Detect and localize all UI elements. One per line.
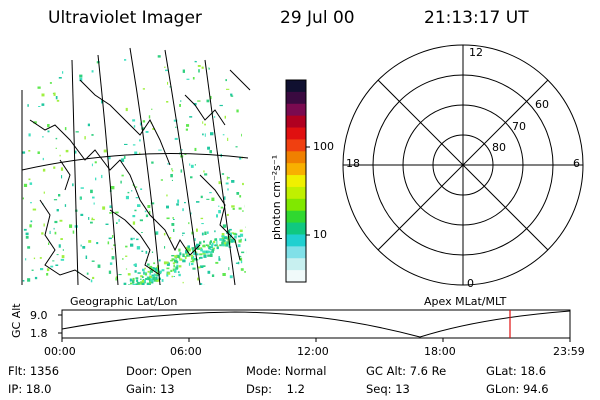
info-door: Door: Open <box>126 364 192 378</box>
polar-lat-60: 60 <box>535 98 549 111</box>
alt-ylabel: GC Alt <box>10 303 23 338</box>
alt-xtick-1800: 18:00 <box>424 345 456 358</box>
apex-label: Apex MLat/MLT <box>424 295 507 308</box>
alt-ytick-9: 9.0 <box>30 309 48 322</box>
app-title: Ultraviolet Imager <box>48 8 202 28</box>
coastlines <box>29 79 241 281</box>
lat-lon-grid <box>21 47 251 286</box>
time-label: 21:13:17 UT <box>424 8 529 28</box>
polar-label-0: 0 <box>467 277 474 290</box>
polar-lat-80: 80 <box>492 141 506 154</box>
info-seq: Seq: 13 <box>366 382 410 396</box>
info-flt: Flt: 1356 <box>8 364 60 378</box>
alt-xtick-2359: 23:59 <box>553 345 585 358</box>
alt-xtick-0600: 06:00 <box>170 345 202 358</box>
geo-map-label: Geographic Lat/Lon <box>70 295 178 308</box>
polar-lat-70: 70 <box>512 120 526 133</box>
alt-xtick-1200: 12:00 <box>297 345 329 358</box>
info-dsp: Dsp: 1.2 <box>246 382 305 396</box>
colorbar-tick-10: 10 <box>313 228 327 241</box>
polar-label-6: 6 <box>573 157 580 170</box>
polar-label-12: 12 <box>469 46 483 59</box>
info-glon: GLon: 94.6 <box>486 382 549 396</box>
info-glat: GLat: 18.6 <box>486 364 547 378</box>
date-label: 29 Jul 00 <box>280 8 355 28</box>
info-gcalt: GC Alt: 7.6 Re <box>366 364 447 378</box>
colorbar-tick-100: 100 <box>313 140 334 153</box>
info-ip: IP: 18.0 <box>8 382 52 396</box>
altitude-curve <box>61 310 571 338</box>
info-mode: Mode: Normal <box>246 364 327 378</box>
info-gain: Gain: 13 <box>126 382 175 396</box>
alt-xtick-0000: 00:00 <box>44 345 76 358</box>
alt-ytick-1-8: 1.8 <box>30 327 48 340</box>
polar-label-18: 18 <box>346 157 360 170</box>
